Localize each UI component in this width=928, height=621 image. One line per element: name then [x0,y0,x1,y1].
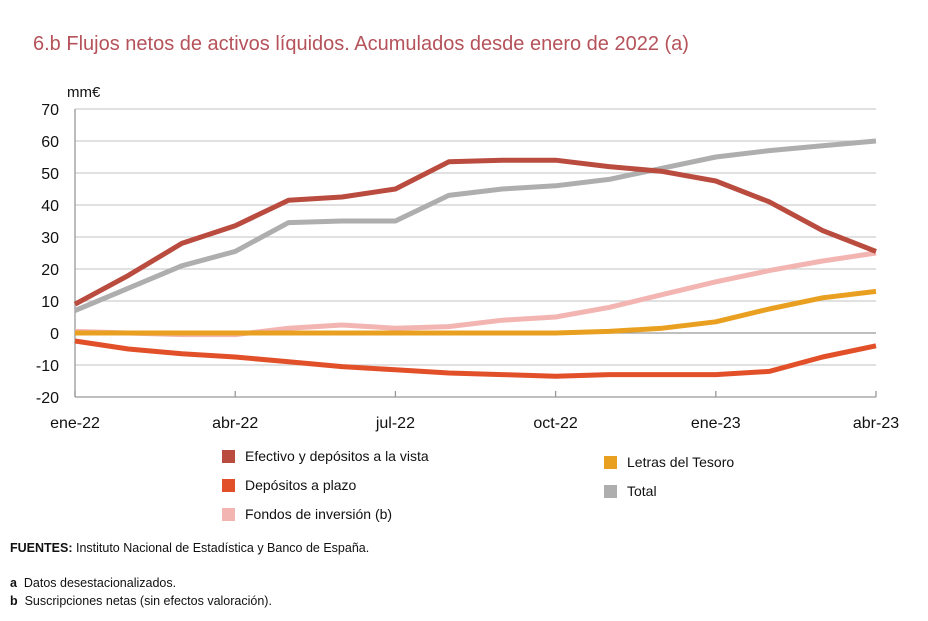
legend-swatch [222,449,235,463]
sources-note: FUENTES: Instituto Nacional de Estadísti… [10,541,369,555]
y-tick-label: 70 [41,102,59,119]
y-axis-unit: mm€ [67,84,101,101]
footnote-b: b Suscripciones netas (sin efectos valor… [10,594,272,608]
plot-area: 70 60 50 40 30 20 10 0 -10 -20 ene-22 abr-22 jul-22 o… [36,102,899,432]
legend-swatch [222,507,235,521]
x-tick-label: abr-23 [853,415,899,432]
legend-item-efectivo: Efectivo y depósitos a la vista [222,448,429,464]
y-tick-label: 20 [41,262,59,279]
footnote-a-text: Datos desestacionalizados. [23,576,177,590]
chart-title: 6.b Flujos netos de activos líquidos. Ac… [33,33,689,55]
legend-item-letras: Letras del Tesoro [604,454,734,470]
y-tick-label: 0 [50,326,59,343]
footnote-a-label: a [10,576,17,590]
x-tick-label: abr-22 [212,415,258,432]
legend-label: Depósitos a plazo [245,477,357,493]
x-tick-label: jul-22 [375,415,415,432]
y-tick-label: 40 [41,198,59,215]
y-tick-label: 50 [41,166,59,183]
series-line-4 [74,138,877,313]
sources-text: Instituto Nacional de Estadística y Banc… [72,541,370,555]
legend-swatch [604,455,617,469]
y-tick-label: 30 [41,230,59,247]
footnote-b-text: Suscripciones netas (sin efectos valorac… [24,594,272,608]
y-tick-label: 10 [41,294,59,311]
x-tick-label: oct-22 [533,415,578,432]
footnote-a: a Datos desestacionalizados. [10,576,176,590]
legend-item-total: Total [604,483,657,499]
legend-label: Letras del Tesoro [627,454,735,470]
series-line-3 [75,288,877,336]
legend-item-depositos-plazo: Depósitos a plazo [222,477,356,493]
series-line-1 [74,338,877,379]
x-tick-label: ene-22 [50,415,100,432]
legend-swatch [604,484,617,498]
footnote-b-label: b [10,594,18,608]
y-tick-label: 60 [41,134,59,151]
x-tick-label: ene-23 [691,415,741,432]
legend-item-fondos: Fondos de inversión (b) [222,506,392,522]
legend-label: Total [627,483,657,499]
legend-label: Fondos de inversión (b) [245,506,393,522]
sources-label: FUENTES: [10,541,73,555]
legend-swatch [222,478,235,492]
y-tick-label: -10 [36,358,59,375]
y-tick-label: -20 [36,390,59,407]
series-line-0 [73,157,877,307]
series-line-2 [74,250,877,338]
legend-label: Efectivo y depósitos a la vista [245,448,429,464]
